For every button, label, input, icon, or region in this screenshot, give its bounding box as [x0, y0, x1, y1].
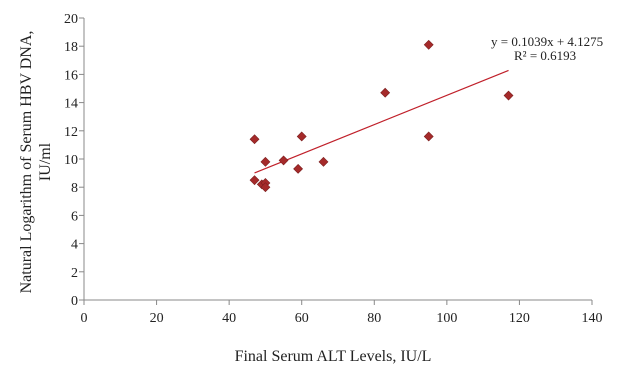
y-tick-label: 14 [64, 97, 78, 112]
data-points [249, 39, 514, 193]
y-axis: 0 2 4 6 8 10 12 14 16 18 20 [64, 12, 85, 309]
y-tick-label: 12 [64, 125, 78, 140]
x-axis-ticks: 0 20 40 60 80 100 120 140 [81, 300, 603, 326]
y-tick-label: 8 [71, 181, 78, 196]
x-tick-label: 100 [436, 311, 457, 326]
data-point-9 [318, 156, 329, 167]
trendline-equation: y = 0.1039x + 4.1275 [491, 34, 603, 49]
y-tick-label: 2 [71, 266, 78, 281]
y-tick-label: 20 [64, 12, 78, 27]
y-axis-title-line-1: Natural Logarithm of Serum HBV DNA, [18, 31, 35, 294]
y-axis-title: Natural Logarithm of Serum HBV DNA, IU/m… [18, 31, 54, 294]
y-tick-label: 0 [71, 294, 78, 309]
data-point-12 [423, 131, 434, 142]
data-point-8 [296, 131, 307, 142]
y-tick-label: 18 [64, 40, 78, 55]
data-point-13 [503, 90, 514, 101]
x-tick-label: 60 [295, 311, 309, 326]
y-tick-label: 6 [71, 209, 78, 224]
trendline-r-squared: R² = 0.6193 [514, 48, 576, 63]
x-tick-label: 80 [367, 311, 381, 326]
x-tick-label: 120 [509, 311, 530, 326]
x-tick-label: 40 [222, 311, 236, 326]
data-point-5 [260, 156, 271, 167]
data-point-6 [278, 155, 289, 166]
y-tick-label: 16 [64, 68, 78, 83]
data-point-7 [293, 163, 304, 174]
x-axis-title: Final Serum ALT Levels, IU/L [235, 348, 432, 365]
data-point-1 [249, 175, 260, 186]
data-point-0 [249, 134, 260, 145]
data-point-10 [380, 87, 391, 98]
y-tick-label: 4 [71, 238, 78, 253]
data-point-4 [260, 182, 271, 193]
x-axis: 0 20 40 60 80 100 120 140 [81, 299, 603, 326]
trendline [254, 69, 509, 174]
y-axis-title-line-2: IU/ml [37, 142, 54, 181]
y-tick-label: 10 [64, 153, 78, 168]
x-tick-label: 140 [582, 311, 603, 326]
y-axis-ticks: 0 2 4 6 8 10 12 14 16 18 20 [64, 12, 84, 309]
x-tick-label: 20 [150, 311, 164, 326]
x-tick-label: 0 [81, 311, 88, 326]
data-point-11 [423, 39, 434, 50]
